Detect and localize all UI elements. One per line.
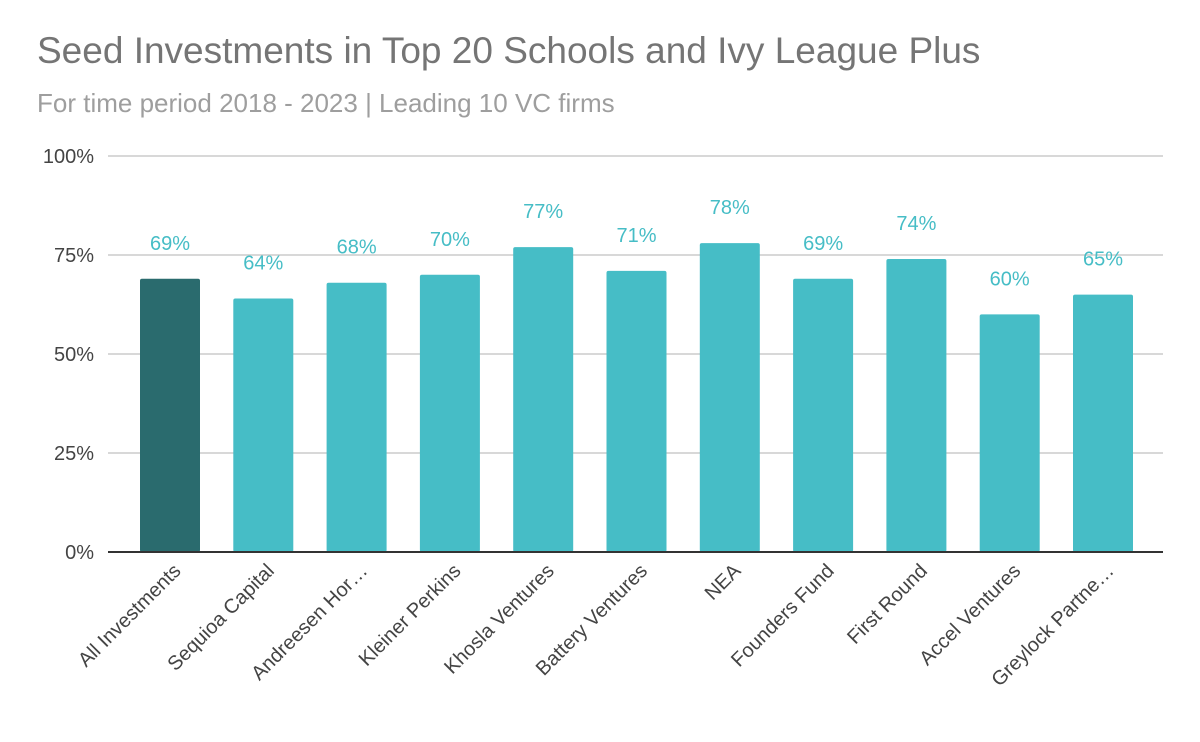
data-label: 71% xyxy=(616,225,656,247)
y-tick-label: 25% xyxy=(54,443,94,465)
x-tick-label: NEA xyxy=(701,560,746,605)
data-label: 65% xyxy=(1083,249,1123,271)
data-label: 70% xyxy=(430,229,470,251)
bar xyxy=(886,258,947,552)
data-label: 68% xyxy=(337,237,377,259)
y-tick-label: 100% xyxy=(43,146,94,168)
data-label: 74% xyxy=(896,213,936,235)
bar xyxy=(699,243,760,552)
data-label: 60% xyxy=(990,268,1030,290)
x-tick-label: First Round xyxy=(843,560,932,649)
data-labels: 69% 64% 68% 70% 77% 71% 78% 69% 74% 60% 65% xyxy=(150,197,1123,290)
bar xyxy=(979,314,1040,552)
y-axis-ticks: 0% 25% 50% 75% 100% xyxy=(43,146,94,564)
data-label: 69% xyxy=(803,233,843,255)
bar xyxy=(140,278,200,552)
y-tick-label: 0% xyxy=(65,542,94,564)
bar xyxy=(513,247,574,552)
bar xyxy=(606,270,667,552)
data-label: 69% xyxy=(150,233,190,255)
chart-subtitle: For time period 2018 - 2023 | Leading 10… xyxy=(37,88,615,118)
data-label: 64% xyxy=(243,253,283,275)
y-tick-label: 75% xyxy=(54,245,94,267)
data-label: 77% xyxy=(523,201,563,223)
bars xyxy=(140,243,1133,552)
bar xyxy=(233,298,294,552)
data-label: 78% xyxy=(710,197,750,219)
bar xyxy=(1073,294,1133,552)
chart-title: Seed Investments in Top 20 Schools and I… xyxy=(37,30,981,71)
y-tick-label: 50% xyxy=(54,344,94,366)
bar xyxy=(793,278,854,552)
bar xyxy=(326,282,387,552)
bar xyxy=(419,274,480,552)
